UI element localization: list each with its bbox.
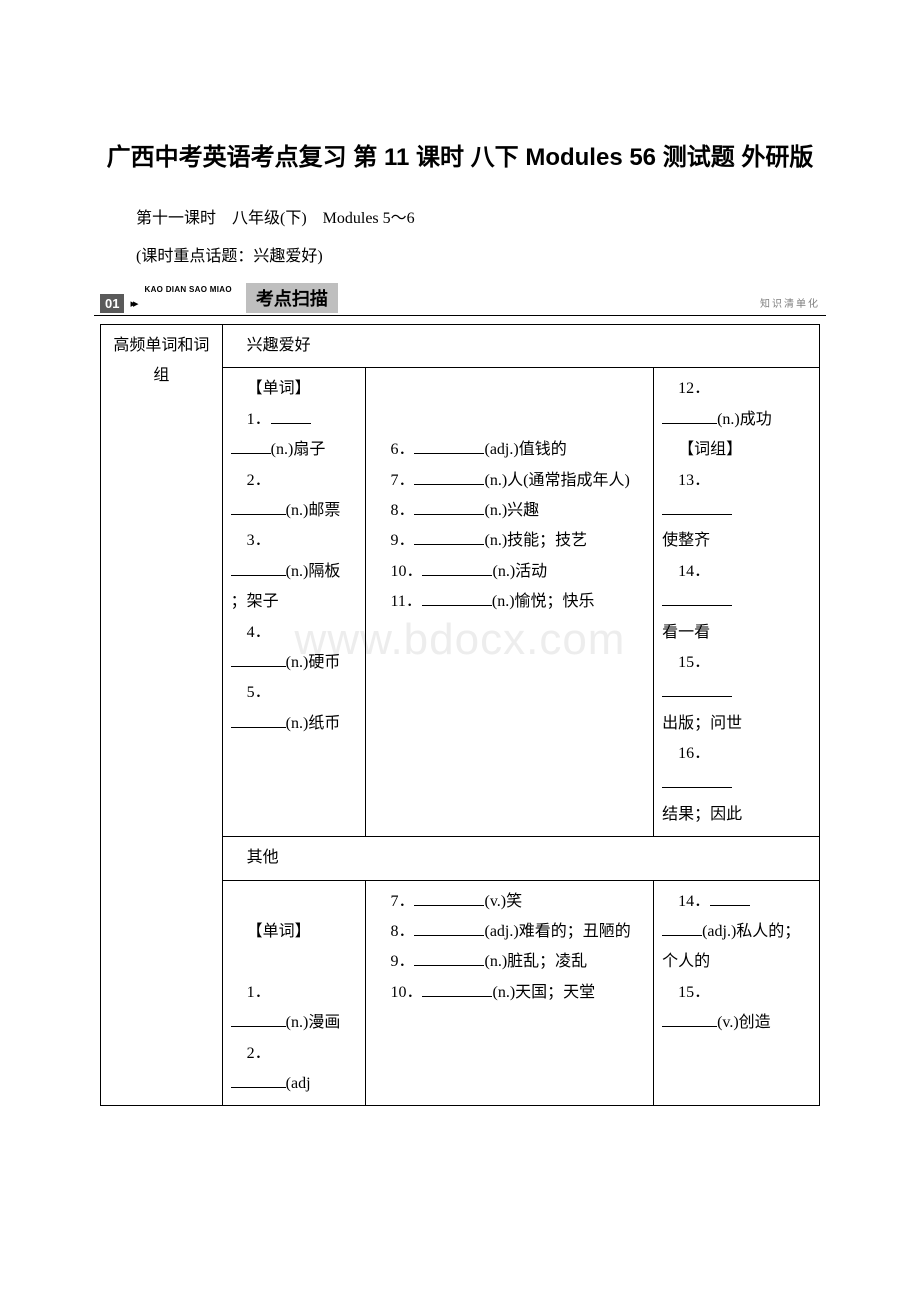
banner-number: 01 <box>100 294 124 313</box>
section2-header-text: 其他 <box>247 849 279 866</box>
item-9: 9． <box>390 532 414 549</box>
item-14b: 看一看 <box>662 624 710 641</box>
item-7b: (n.)人(通常指成年人) <box>484 472 629 489</box>
item-5: 5． <box>247 684 271 701</box>
item-10b: (n.)活动 <box>492 563 547 580</box>
item2-10: 10． <box>390 984 422 1001</box>
item-14: 14． <box>678 563 710 580</box>
banner-label: 考点扫描 <box>246 283 338 313</box>
section1-header: 兴趣爱好 <box>222 325 819 368</box>
banner-arrows-icon: ▸▸ <box>130 297 135 310</box>
item-12: 12． <box>678 380 710 397</box>
item-6: 6． <box>390 441 414 458</box>
sec2-col-c: 14．(adj.)私人的；个人的 15．(v.)创造 <box>654 880 820 1106</box>
item-12b: (n.)成功 <box>717 411 772 428</box>
item-3b: (n.)隔板 <box>286 563 341 580</box>
item-16: 16． <box>678 745 710 762</box>
label-danci: 【单词】 <box>247 380 311 397</box>
sec1-col-c: 12． (n.)成功 【词组】 13． 使整齐 14． 看一看 15． 出版；问世 16… <box>654 368 820 837</box>
item-13b: 使整齐 <box>662 532 710 549</box>
item2-9: 9． <box>390 953 414 970</box>
section1-header-text: 兴趣爱好 <box>247 337 311 354</box>
banner-pinyin: KAO DIAN SAO MIAO <box>145 285 232 294</box>
item2-14: 14． <box>678 893 710 910</box>
label-cizu: 【词组】 <box>678 441 742 458</box>
sec1-col-a: 【单词】 1．(n.)扇子 2． (n.)邮票 3． (n.)隔板 ；架子 4． (n… <box>222 368 366 837</box>
item2-9b: (n.)脏乱；凌乱 <box>484 953 587 970</box>
item2-1: 1． <box>247 984 271 1001</box>
item-8b: (n.)兴趣 <box>484 502 539 519</box>
item2-15: 15． <box>678 984 710 1001</box>
sec2-col-b: 7． (v.)笑 8． (adj.)难看的；丑陋的 9． (n.)脏乱；凌乱 10． (… <box>366 880 654 1106</box>
item-11b: (n.)愉悦；快乐 <box>492 593 595 610</box>
item2-7b: (v.)笑 <box>484 893 522 910</box>
item-5b: (n.)纸币 <box>286 715 341 732</box>
topic-note: (课时重点话题：兴趣爱好) <box>136 242 820 266</box>
item-2b: (n.)邮票 <box>286 502 341 519</box>
item2-1b: (n.)漫画 <box>286 1014 341 1031</box>
item-10: 10． <box>390 563 422 580</box>
item2-10b: (n.)天国；天堂 <box>492 984 595 1001</box>
item-1b: (n.)扇子 <box>271 441 326 458</box>
sec1-col-b: 6． (adj.)值钱的 7． (n.)人(通常指成年人) 8． (n.)兴趣 9． (… <box>366 368 654 837</box>
item-2: 2． <box>247 472 271 489</box>
vocab-table: 高频单词和词组 兴趣爱好 【单词】 1．(n.)扇子 2．(n.)邮票 3．(n… <box>100 324 820 1106</box>
item2-15b: (v.)创造 <box>717 1014 771 1031</box>
item-3: 3． <box>247 532 271 549</box>
item2-2: 2． <box>247 1045 271 1062</box>
item-7: 7． <box>390 472 414 489</box>
item-1: 1． <box>247 411 271 428</box>
item-13: 13． <box>678 472 710 489</box>
item-16b: 结果；因此 <box>662 806 742 823</box>
item2-8: 8． <box>390 923 414 940</box>
item-4: 4． <box>247 624 271 641</box>
item2-7: 7． <box>390 893 414 910</box>
section2-header: 其他 <box>222 837 819 880</box>
item2-2b: (adj <box>286 1075 311 1092</box>
subtitle: 第十一课时 八年级(下) Modules 5～6 <box>136 204 820 228</box>
item-9b: (n.)技能；技艺 <box>484 532 587 549</box>
section-banner: 01 ▸▸ KAO DIAN SAO MIAO 考点扫描 知识清单化 <box>94 280 826 316</box>
item-4b: (n.)硬币 <box>286 654 341 671</box>
item-3c: ；架子 <box>231 593 279 610</box>
banner-right-text: 知识清单化 <box>760 295 820 310</box>
item-15: 15． <box>678 654 710 671</box>
label-danci2: 【单词】 <box>247 923 311 940</box>
item-11: 11． <box>390 593 421 610</box>
sec2-col-a: 【单词】 1． (n.)漫画 2． (adj <box>222 880 366 1106</box>
item-8: 8． <box>390 502 414 519</box>
page-title: 广西中考英语考点复习 第 11 课时 八下 Modules 56 测试题 外研版 <box>100 140 820 176</box>
row-label: 高频单词和词组 <box>101 325 223 1106</box>
item-6b: (adj.)值钱的 <box>484 441 566 458</box>
item2-8b: (adj.)难看的；丑陋的 <box>484 923 630 940</box>
item-15b: 出版；问世 <box>662 715 742 732</box>
